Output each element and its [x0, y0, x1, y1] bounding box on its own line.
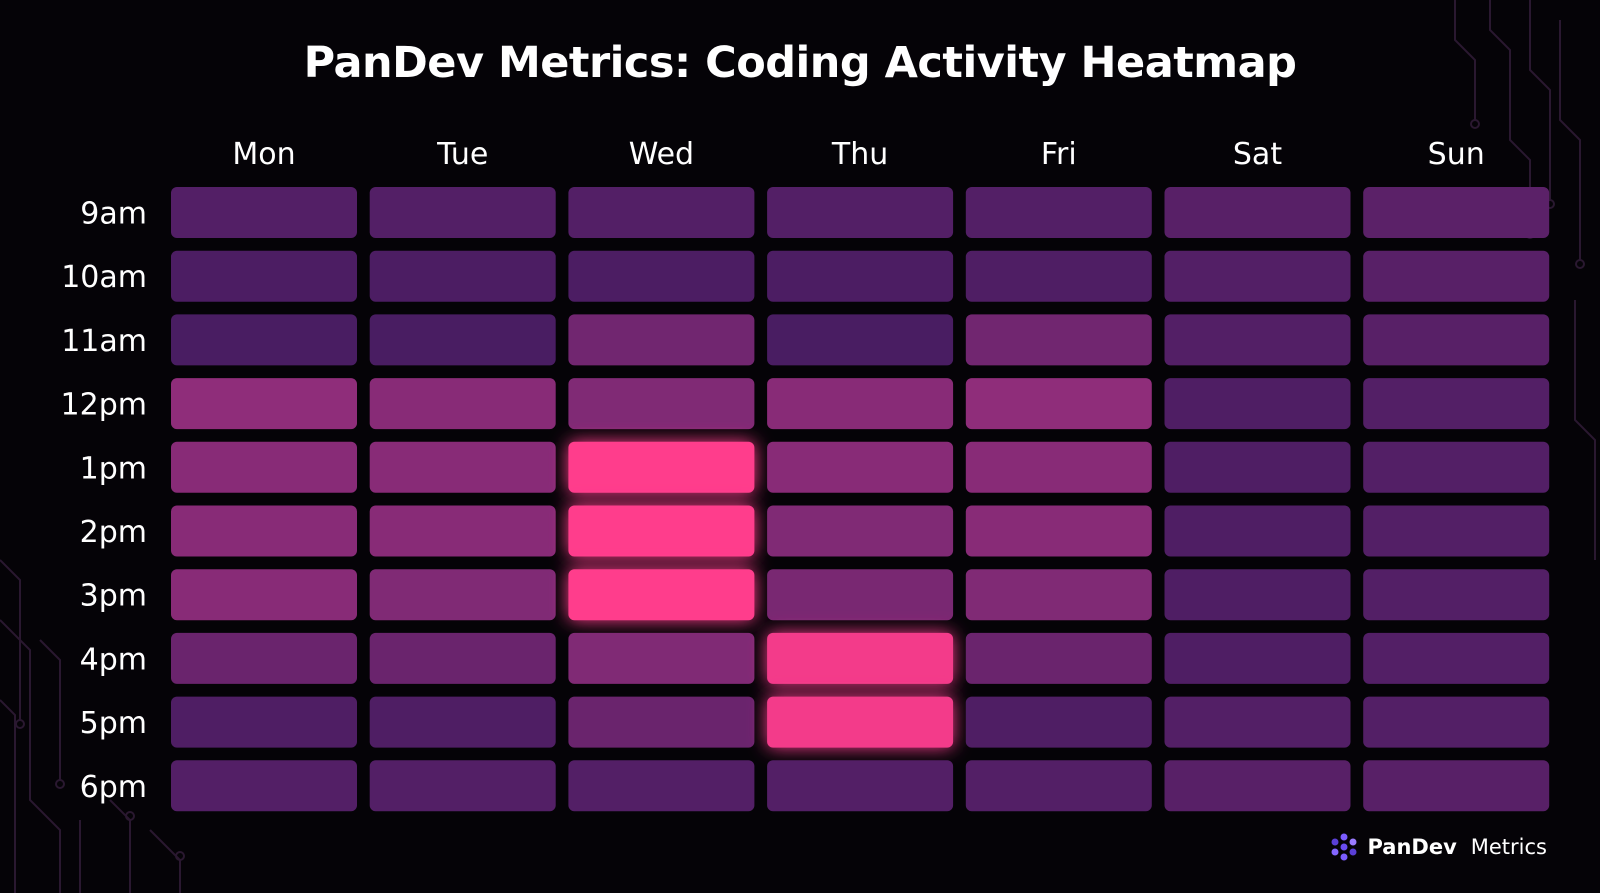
column-label-tue: Tue — [436, 137, 488, 172]
heatmap-cell-mon-1pm — [171, 441, 357, 493]
heatmap-cell-mon-9am — [171, 187, 357, 238]
heatmap-cell-sat-9am — [1164, 187, 1351, 238]
heatmap-cell-sun-4pm — [1363, 632, 1550, 684]
heatmap-cell-wed-1pm — [568, 441, 755, 493]
column-label-sun: Sun — [1428, 137, 1485, 172]
heatmap-cell-wed-10am — [568, 250, 755, 302]
heatmap-cell-thu-1pm — [767, 441, 954, 493]
chart-title: PanDev Metrics: Coding Activity Heatmap — [303, 38, 1297, 88]
heatmap-cell-sat-12pm — [1164, 378, 1351, 430]
heatmap-cell-thu-12pm — [767, 378, 954, 430]
heatmap-cell-mon-3pm — [171, 569, 357, 621]
heatmap-cell-fri-12pm — [965, 378, 1152, 430]
heatmap-cell-thu-10am — [767, 250, 954, 302]
heatmap-cell-sat-6pm — [1164, 760, 1351, 812]
row-label-12pm: 12pm — [61, 388, 147, 423]
row-label-1pm: 1pm — [80, 451, 147, 486]
heatmap-cell-sun-2pm — [1363, 505, 1550, 557]
heatmap-cell-sat-4pm — [1164, 632, 1351, 684]
heatmap-cell-mon-2pm — [171, 505, 357, 557]
heatmap-cell-sun-12pm — [1363, 378, 1550, 430]
heatmap-cell-wed-3pm — [568, 569, 755, 621]
row-label-2pm: 2pm — [80, 515, 147, 550]
heatmap-cell-sun-5pm — [1363, 696, 1550, 748]
row-label-11am: 11am — [61, 324, 147, 359]
heatmap-cell-wed-9am — [568, 187, 755, 238]
heatmap-cell-mon-12pm — [171, 378, 357, 430]
heatmap-cell-tue-4pm — [369, 632, 556, 684]
heatmap-cell-fri-10am — [965, 250, 1152, 302]
column-label-wed: Wed — [629, 137, 694, 172]
brand-footer: PanDev Metrics — [1329, 832, 1547, 862]
heatmap-cell-sat-10am — [1164, 250, 1351, 302]
heatmap-cell-tue-11am — [369, 314, 556, 366]
column-label-mon: Mon — [232, 137, 295, 172]
heatmap-cell-tue-5pm — [369, 696, 556, 748]
heatmap-cell-fri-11am — [965, 314, 1152, 366]
row-label-6pm: 6pm — [80, 770, 147, 805]
heatmap-cell-tue-6pm — [369, 760, 556, 812]
heatmap-cell-sun-1pm — [1363, 441, 1550, 493]
heatmap-cell-thu-6pm — [767, 760, 954, 812]
heatmap-cell-fri-2pm — [965, 505, 1152, 557]
heatmap-cell-sat-3pm — [1164, 569, 1351, 621]
heatmap-cell-sat-1pm — [1164, 441, 1351, 493]
heatmap-cell-wed-6pm — [568, 760, 755, 812]
heatmap-cell-mon-11am — [171, 314, 357, 366]
column-label-sat: Sat — [1233, 137, 1282, 172]
pandev-logo-icon — [1331, 833, 1357, 861]
heatmap-cell-sun-3pm — [1363, 569, 1550, 621]
brand-suffix: Metrics — [1470, 835, 1547, 859]
heatmap-cell-thu-2pm — [767, 505, 954, 557]
heatmap-cell-thu-4pm — [767, 632, 954, 684]
heatmap-cell-sat-11am — [1164, 314, 1351, 366]
brand-name: PanDev — [1367, 835, 1457, 859]
heatmap-cell-mon-10am — [171, 250, 357, 302]
heatmap-cell-thu-5pm — [767, 696, 954, 748]
row-label-9am: 9am — [80, 197, 147, 232]
heatmap-cell-thu-11am — [767, 314, 954, 366]
column-label-fri: Fri — [1041, 137, 1077, 172]
heatmap-cell-sat-2pm — [1164, 505, 1351, 557]
heatmap-cell-sat-5pm — [1164, 696, 1351, 748]
row-label-10am: 10am — [61, 260, 147, 295]
heatmap-cell-wed-2pm — [568, 505, 755, 557]
heatmap-cell-fri-1pm — [965, 441, 1152, 493]
heatmap-cell-wed-12pm — [568, 378, 755, 430]
row-label-3pm: 3pm — [80, 579, 147, 614]
heatmap-cell-fri-3pm — [965, 569, 1152, 621]
column-label-thu: Thu — [831, 137, 888, 172]
heatmap-cell-mon-4pm — [171, 632, 357, 684]
heatmap-cell-tue-2pm — [369, 505, 556, 557]
heatmap-cell-fri-6pm — [965, 760, 1152, 812]
heatmap-cell-sun-6pm — [1363, 760, 1550, 812]
heatmap-cell-fri-5pm — [965, 696, 1152, 748]
heatmap-cell-wed-11am — [568, 314, 755, 366]
heatmap-cell-fri-4pm — [965, 632, 1152, 684]
heatmap-cell-tue-1pm — [369, 441, 556, 493]
heatmap-cell-mon-6pm — [171, 760, 357, 812]
row-label-4pm: 4pm — [80, 642, 147, 677]
heatmap-cell-thu-9am — [767, 187, 954, 238]
heatmap-cell-thu-3pm — [767, 569, 954, 621]
heatmap-cell-sun-10am — [1363, 250, 1550, 302]
heatmap-cell-fri-9am — [965, 187, 1152, 238]
heatmap-cell-mon-5pm — [171, 696, 357, 748]
heatmap-cell-sun-11am — [1363, 314, 1550, 366]
heatmap-cell-tue-9am — [369, 187, 556, 238]
heatmap-cell-sun-9am — [1363, 187, 1550, 238]
heatmap-cell-wed-4pm — [568, 632, 755, 684]
heatmap-cell-wed-5pm — [568, 696, 755, 748]
heatmap-cell-tue-10am — [369, 250, 556, 302]
heatmap-cell-tue-12pm — [369, 378, 556, 430]
row-label-5pm: 5pm — [80, 706, 147, 741]
heatmap-cell-tue-3pm — [369, 569, 556, 621]
